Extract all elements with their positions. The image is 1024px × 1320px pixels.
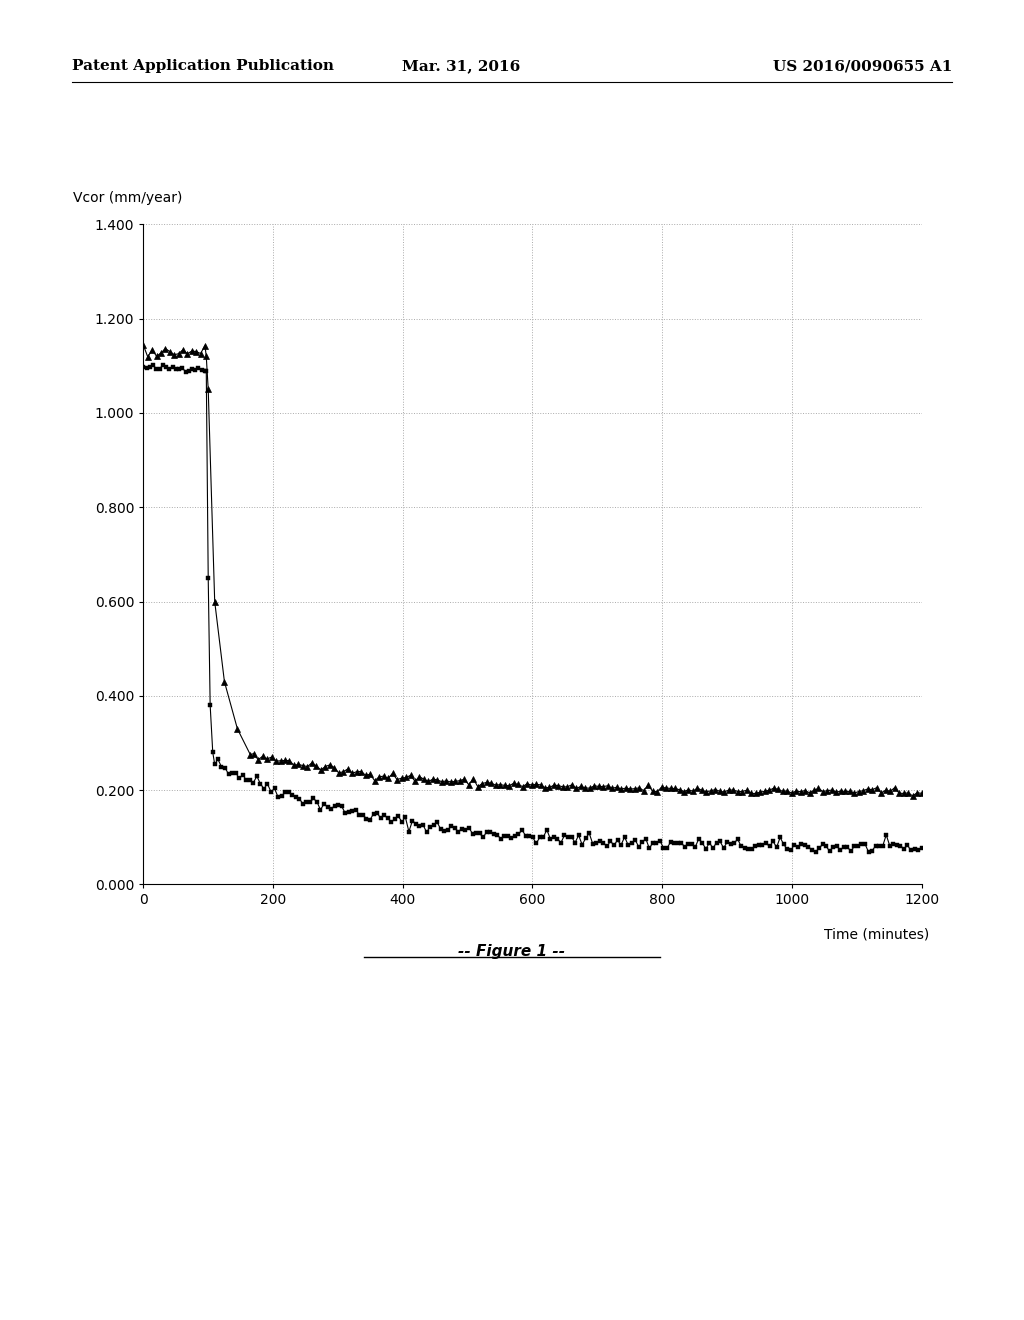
- Text: Mar. 31, 2016: Mar. 31, 2016: [401, 59, 520, 74]
- Text: Vcor (mm/year): Vcor (mm/year): [74, 190, 182, 205]
- Text: Patent Application Publication: Patent Application Publication: [72, 59, 334, 74]
- Text: Time (minutes): Time (minutes): [824, 927, 930, 941]
- Text: US 2016/0090655 A1: US 2016/0090655 A1: [773, 59, 952, 74]
- Text: -- Figure 1 --: -- Figure 1 --: [459, 944, 565, 958]
